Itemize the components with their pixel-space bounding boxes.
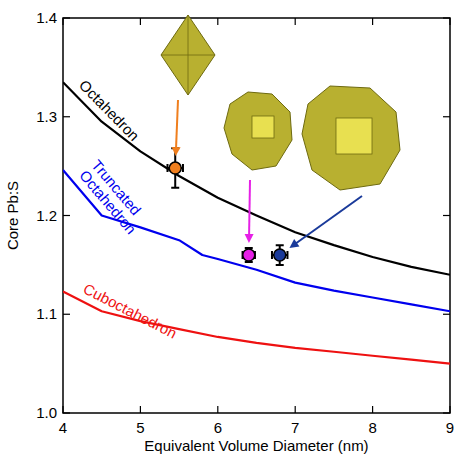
x-tick-label: 7 xyxy=(291,419,299,436)
curve-label: Octahedron xyxy=(76,76,143,144)
arrow-head xyxy=(245,234,254,243)
x-tick xyxy=(140,406,141,413)
x-tick-label: 8 xyxy=(368,419,376,436)
x-tick xyxy=(295,406,296,413)
arrow-head xyxy=(289,239,299,248)
y-tick-label: 1.3 xyxy=(36,108,57,125)
y-tick-label: 1.2 xyxy=(36,207,57,224)
y-tick-label: 1.0 xyxy=(36,404,57,421)
x-tick-label: 9 xyxy=(446,419,454,436)
inset-face xyxy=(252,116,274,138)
y-tick xyxy=(63,215,70,216)
curve-label-line: Octahedron xyxy=(76,167,140,238)
x-tick-top xyxy=(372,18,373,25)
x-tick-top xyxy=(62,18,63,25)
x-tick-label: 4 xyxy=(59,419,67,436)
x-tick-top xyxy=(217,18,218,25)
x-tick xyxy=(449,406,450,413)
data-point xyxy=(274,249,286,261)
x-tick xyxy=(217,406,218,413)
y-tick-right xyxy=(443,314,450,315)
y-tick xyxy=(63,116,70,117)
inset-cuboctahedron xyxy=(302,86,400,190)
x-tick xyxy=(62,406,63,413)
labels: OctahedronTruncatedOctahedronCuboctahedr… xyxy=(76,76,362,341)
inset-octahedron xyxy=(161,15,215,95)
y-tick xyxy=(63,17,70,18)
y-tick xyxy=(63,314,70,315)
arrow xyxy=(248,180,251,237)
y-axis-title: Core Pb:S xyxy=(4,181,21,250)
x-tick-label: 6 xyxy=(214,419,222,436)
curve-label: Cuboctahedron xyxy=(81,280,180,342)
arrow xyxy=(176,100,178,150)
x-tick xyxy=(372,406,373,413)
y-tick-right xyxy=(443,17,450,18)
arrow xyxy=(294,196,362,245)
curve-label: TruncatedOctahedron xyxy=(76,156,152,237)
inset-edge xyxy=(161,55,215,56)
y-tick-label: 1.1 xyxy=(36,305,57,322)
plot-frame xyxy=(63,18,450,413)
chart: 4 5 6 7 8 9 1.0 1.1 1.2 1.3 1.4 Equivalent Volume D… xyxy=(0,0,468,460)
data-point xyxy=(169,162,181,174)
y-tick-right xyxy=(443,116,450,117)
y-tick xyxy=(63,412,70,413)
data-point xyxy=(243,249,255,261)
inset-face xyxy=(336,118,372,154)
x-tick-top xyxy=(449,18,450,25)
x-tick-top xyxy=(295,18,296,25)
x-tick-top xyxy=(140,18,141,25)
arrow-head xyxy=(172,147,181,156)
y-tick-label: 1.4 xyxy=(36,9,57,26)
x-axis-title: Equivalent Volume Diameter (nm) xyxy=(144,437,368,454)
y-tick-right xyxy=(443,215,450,216)
inset-truncated-octahedron xyxy=(224,92,292,170)
x-tick-label: 5 xyxy=(136,419,144,436)
y-tick-right xyxy=(443,412,450,413)
